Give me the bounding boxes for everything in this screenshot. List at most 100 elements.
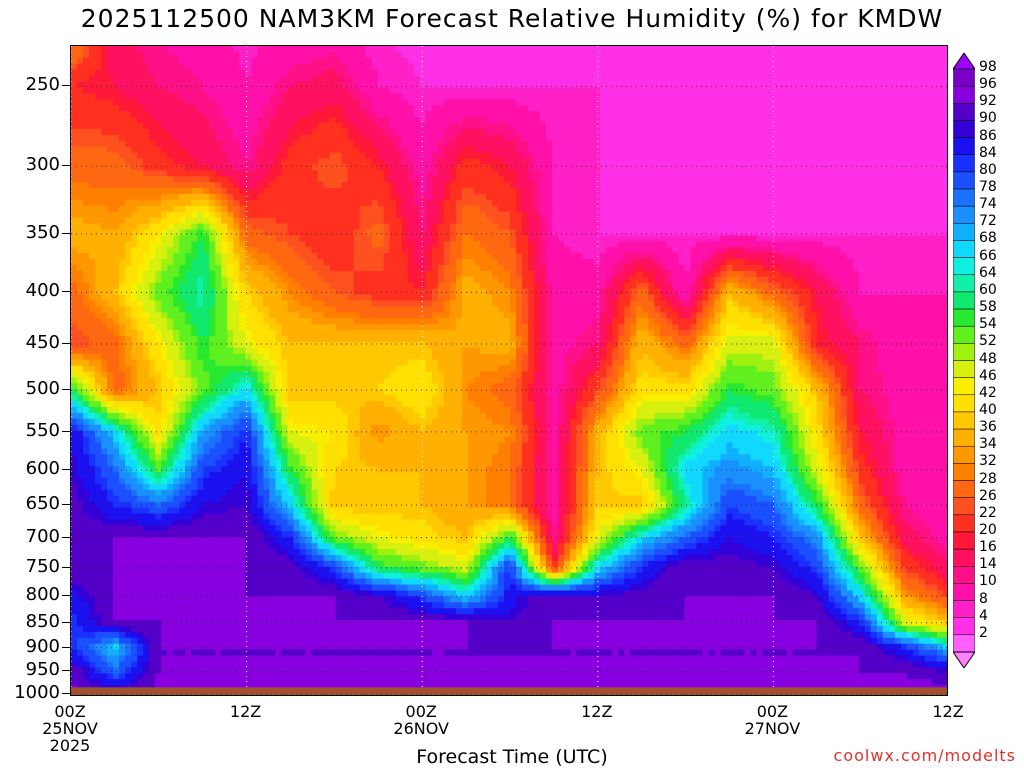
heatmap-cell (95, 69, 102, 77)
heatmap-cell (179, 324, 186, 331)
heatmap-cell (257, 543, 265, 550)
heatmap-cell (167, 489, 174, 497)
heatmap-cell (287, 182, 295, 189)
heatmap-cell (149, 549, 156, 556)
heatmap-cell (113, 235, 120, 242)
heatmap-cell (275, 335, 283, 343)
heatmap-cell (89, 51, 96, 59)
heatmap-cell (269, 146, 277, 154)
heatmap-cell (71, 341, 78, 349)
heatmap-cell (209, 442, 216, 450)
heatmap-cell (251, 335, 259, 343)
heatmap-cell (149, 359, 156, 367)
heatmap-cell (317, 489, 325, 497)
heatmap-cell (77, 572, 84, 580)
heatmap-cell (287, 235, 295, 242)
heatmap-cell (227, 424, 234, 432)
heatmap-cell (107, 596, 114, 603)
heatmap-cell (239, 282, 246, 290)
heatmap-cell (161, 193, 168, 201)
heatmap-cell (179, 673, 186, 680)
heatmap-cell (71, 288, 78, 296)
heatmap-cell (119, 620, 126, 627)
heatmap-cell (155, 377, 162, 384)
heatmap-cell (173, 679, 180, 686)
heatmap-cell (317, 294, 325, 302)
heatmap-cell (335, 501, 343, 509)
heatmap-cell (149, 46, 156, 53)
heatmap-cell (203, 649, 210, 657)
heatmap-cell (131, 442, 138, 450)
heatmap-cell (71, 501, 78, 509)
heatmap-cell (299, 418, 307, 426)
heatmap-cell (251, 407, 259, 414)
heatmap-cell (107, 111, 114, 118)
heatmap-cell (83, 253, 90, 260)
heatmap-cell (323, 276, 331, 284)
heatmap-cell (179, 164, 186, 171)
heatmap-cell (149, 105, 156, 112)
heatmap-cell (179, 193, 186, 201)
heatmap-cell (263, 560, 271, 568)
heatmap-cell (155, 158, 162, 165)
heatmap-cell (335, 572, 343, 580)
heatmap-cell (179, 418, 186, 426)
heatmap-cell (227, 513, 234, 521)
heatmap-cell (281, 276, 289, 284)
heatmap-cell (179, 412, 186, 420)
heatmap-cell (311, 661, 319, 669)
heatmap-cell (281, 205, 289, 213)
heatmap-cell (317, 152, 325, 160)
heatmap-cell (125, 466, 132, 473)
heatmap-cell (215, 306, 222, 313)
heatmap-cell (173, 602, 180, 609)
heatmap-cell (227, 430, 234, 438)
heatmap-cell (197, 584, 204, 592)
heatmap-cell (215, 152, 222, 160)
heatmap-cell (125, 282, 132, 290)
heatmap-cell (203, 205, 210, 213)
heatmap-cell (161, 111, 168, 118)
heatmap-cell (77, 401, 84, 408)
heatmap-cell (239, 164, 246, 171)
heatmap-cell (149, 643, 156, 651)
heatmap-cell (107, 673, 114, 680)
heatmap-cell (281, 489, 289, 497)
heatmap-cell (125, 199, 132, 207)
heatmap-cell (269, 264, 277, 272)
heatmap-cell (131, 57, 138, 65)
heatmap-cell (227, 152, 234, 160)
heatmap-cell (323, 193, 331, 201)
heatmap-cell (221, 584, 228, 592)
heatmap-cell (323, 661, 331, 669)
heatmap-cell (149, 134, 156, 142)
heatmap-cell (329, 324, 337, 331)
heatmap-cell (131, 152, 138, 160)
heatmap-cell (173, 93, 180, 100)
heatmap-cell (143, 448, 150, 455)
heatmap-cell (197, 448, 204, 455)
heatmap-cell (335, 489, 343, 497)
heatmap-cell (209, 264, 216, 272)
heatmap-cell (143, 519, 150, 526)
heatmap-cell (95, 93, 102, 100)
heatmap-cell (125, 495, 132, 503)
heatmap-cell (173, 460, 180, 467)
heatmap-cell (263, 436, 271, 444)
heatmap-cell (119, 596, 126, 603)
heatmap-cell (143, 276, 150, 284)
heatmap-cell (257, 554, 265, 562)
heatmap-cell (221, 501, 228, 509)
heatmap-cell (221, 614, 228, 621)
heatmap-cell (323, 158, 331, 165)
heatmap-cell (299, 667, 307, 674)
heatmap-cell (107, 525, 114, 532)
heatmap-cell (173, 578, 180, 586)
heatmap-cell (239, 146, 246, 154)
heatmap-cell (101, 442, 108, 450)
heatmap-cell (89, 519, 96, 526)
heatmap-cell (317, 466, 325, 473)
heatmap-cell (101, 247, 108, 254)
heatmap-cell (251, 578, 259, 586)
heatmap-cell (209, 270, 216, 278)
